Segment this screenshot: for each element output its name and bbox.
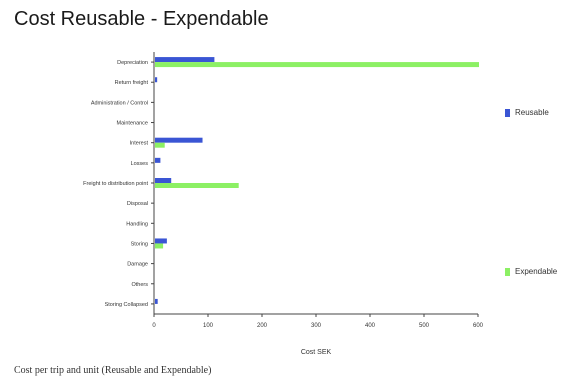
- bar-expendable: [155, 243, 164, 249]
- bar-reusable: [155, 238, 167, 244]
- bar-expendable: [155, 142, 165, 148]
- legend-item-expendable: Expendable: [505, 267, 557, 276]
- bar-reusable: [155, 77, 158, 83]
- category-label: Depreciation: [117, 60, 148, 66]
- bar-reusable: [155, 57, 215, 63]
- plot-area: Depreciation Return freight Administration…: [83, 52, 484, 356]
- x-tick-label: 200: [257, 323, 268, 329]
- bar-reusable: [155, 137, 203, 143]
- category-label: Interest: [130, 141, 149, 147]
- legend-label-expendable: Expendable: [515, 267, 558, 276]
- bar-reusable: [155, 178, 172, 183]
- bar-reusable: [155, 298, 158, 304]
- bar-expendable: [155, 183, 239, 188]
- category-label: Handling: [126, 221, 148, 227]
- x-tick-label: 300: [311, 323, 322, 329]
- legend-label-reusable: Reusable: [515, 108, 549, 117]
- x-tick-label: 600: [473, 323, 484, 329]
- category-label: Administration / Control: [91, 100, 148, 106]
- legend-item-reusable: Reusable: [505, 108, 549, 117]
- category-label: Storing Collapsed: [105, 302, 148, 308]
- legend-swatch-expendable: [505, 267, 510, 276]
- x-axis-label: Cost SEK: [301, 349, 332, 356]
- category-label: Others: [131, 282, 148, 288]
- bar-reusable: [155, 157, 161, 163]
- x-tick-label: 400: [365, 323, 376, 329]
- category-label: Storing: [131, 241, 148, 247]
- x-tick-label: 0: [152, 323, 156, 329]
- category-label: Damage: [127, 262, 148, 268]
- legend-swatch-reusable: [505, 108, 510, 117]
- figure-caption: Cost per trip and unit (Reusable and Exp…: [14, 365, 212, 376]
- category-label: Return freight: [115, 80, 149, 86]
- category-label: Losses: [131, 161, 149, 167]
- chart-title: Cost Reusable - Expendable: [14, 8, 269, 30]
- category-label: Freight to distribution point: [83, 181, 148, 187]
- category-label: Disposal: [127, 201, 148, 207]
- x-tick-label: 500: [419, 323, 430, 329]
- category-label: Maintenance: [117, 121, 149, 127]
- bar-expendable: [155, 62, 479, 68]
- x-tick-label: 100: [203, 323, 214, 329]
